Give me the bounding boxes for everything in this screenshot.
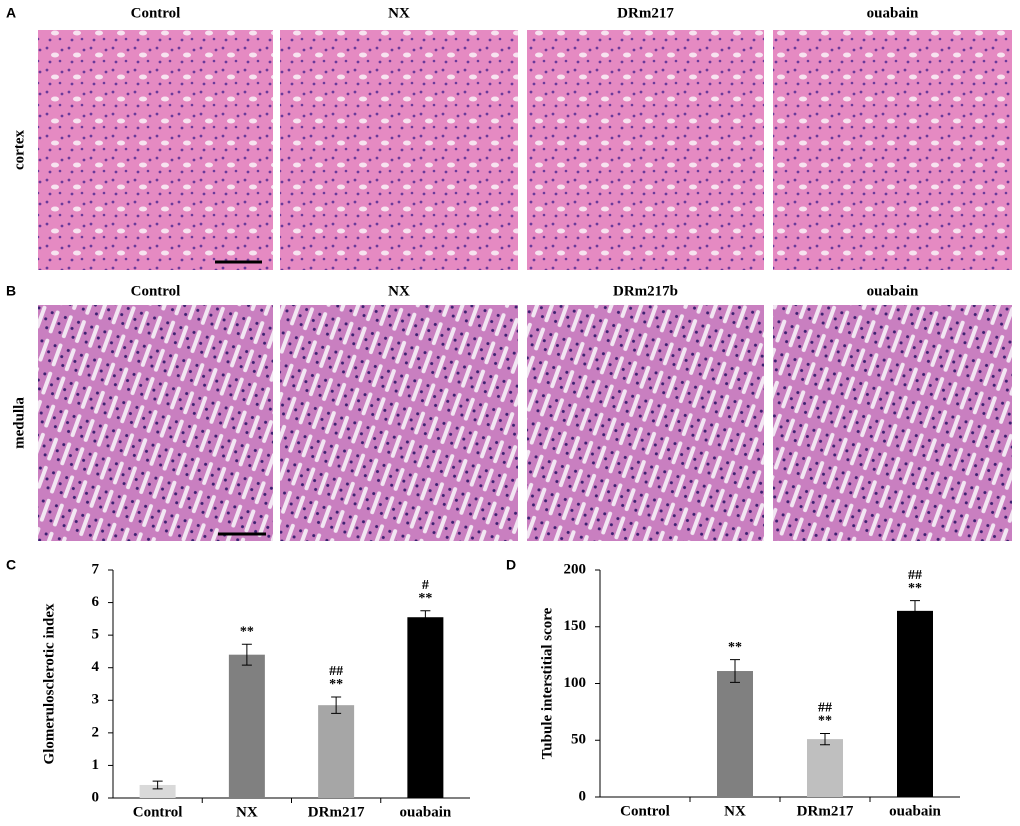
x-tick-label: Control [133,804,183,820]
significance-label: ** [908,581,922,596]
x-tick-label: ouabain [400,804,452,820]
y-tick-label: 2 [92,724,100,740]
column-label: Control [131,5,181,21]
x-tick-label: Control [620,803,670,819]
error-bar [152,780,163,790]
column-label: NX [388,5,410,21]
column-label: DRm217b [613,283,678,299]
significance-label: ** [818,714,832,729]
significance-label: ** [329,677,343,692]
bar [318,705,355,798]
significance-label: ## [818,701,832,716]
panel-letter: C [6,557,16,573]
row-label: medulla [11,397,27,449]
y-tick-label: 7 [92,561,100,577]
y-tick-label: 50 [571,732,586,748]
y-tick-label: 200 [564,561,587,577]
micrograph [527,30,764,270]
y-tick-label: 150 [564,618,587,634]
y-tick-label: 1 [92,757,100,773]
y-axis-label: Glomerulosclerotic index [41,603,57,764]
x-tick-label: NX [236,804,258,820]
significance-label: ## [908,568,922,583]
column-label: Control [131,283,181,299]
micrograph [280,30,518,270]
micrograph [773,30,1012,270]
error-bar [241,643,252,666]
row-label: cortex [11,130,27,170]
y-tick-label: 4 [92,659,100,675]
bar [807,739,843,797]
y-tick-label: 6 [92,594,100,610]
y-tick-label: 0 [92,789,100,805]
panel-letter: A [6,5,16,21]
micrograph [280,305,518,541]
x-tick-label: DRm217 [797,803,854,819]
significance-label: ** [418,591,432,606]
significance-label: ** [728,640,742,655]
bar [228,654,265,798]
panel-letter: D [506,557,516,573]
x-tick-label: ouabain [889,803,941,819]
error-bar [730,659,740,683]
error-bar [820,732,830,746]
y-tick-label: 0 [579,788,587,804]
bar [139,784,176,798]
significance-label: ## [329,664,343,679]
micrograph [38,305,273,541]
panel-letter: B [6,283,16,299]
significance-label: ** [240,624,254,639]
significance-label: # [422,578,429,593]
column-label: ouabain [867,5,919,21]
y-tick-label: 100 [564,675,587,691]
error-bar [331,696,342,714]
micrograph [773,305,1012,541]
bar [897,610,933,797]
y-axis-label: Tubule interstitial score [539,607,555,759]
micrograph [38,30,273,270]
x-tick-label: DRm217 [308,804,365,820]
micrograph [527,305,764,541]
bar [407,617,444,798]
error-bar [910,600,920,622]
column-label: ouabain [867,283,919,299]
error-bar [420,610,431,625]
column-label: DRm217 [617,5,674,21]
column-label: NX [388,283,410,299]
y-tick-label: 3 [92,692,100,708]
y-tick-label: 5 [92,627,100,643]
bar [717,671,753,797]
x-tick-label: NX [724,803,746,819]
